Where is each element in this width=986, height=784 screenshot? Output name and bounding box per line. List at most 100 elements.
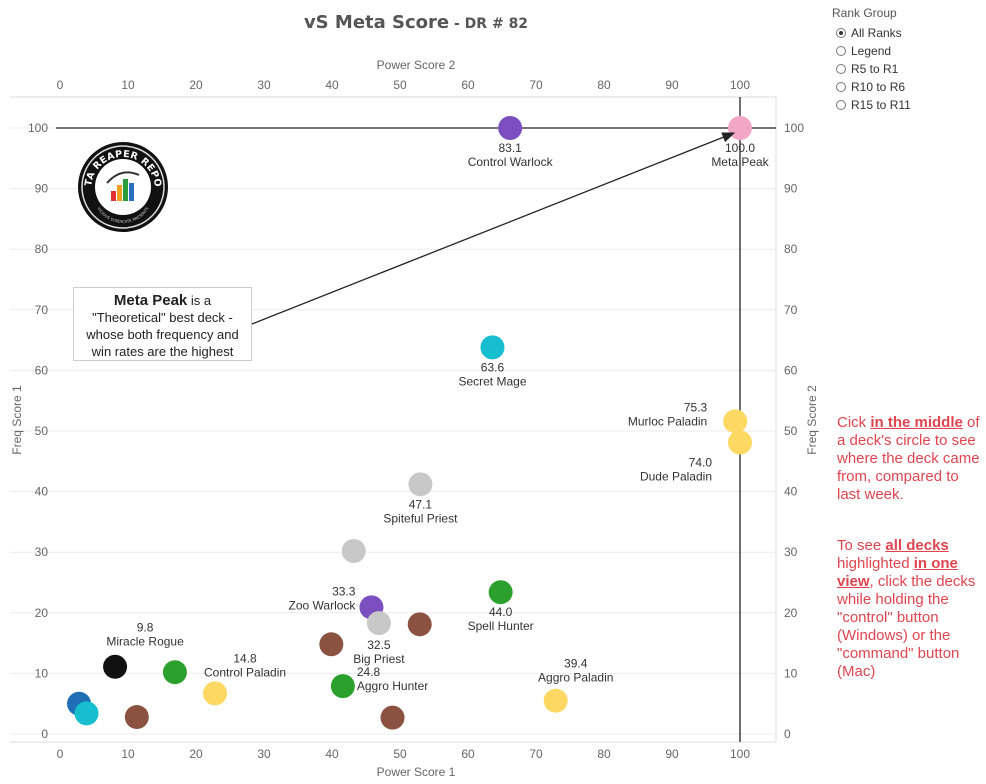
point-score-label: 39.4 xyxy=(564,657,588,671)
x2-tick-label: 90 xyxy=(665,78,679,92)
x2-axis-title: Power Score 2 xyxy=(377,58,456,72)
x-tick-label: 80 xyxy=(597,747,611,761)
y2-tick-label: 10 xyxy=(784,666,798,680)
instr-emphasis: in the middle xyxy=(870,414,963,431)
instr-text: Cick xyxy=(837,414,871,431)
point-score-label: 33.3 xyxy=(332,584,356,598)
rank-option-label: R10 to R6 xyxy=(851,80,906,94)
deck-point-hunter[interactable] xyxy=(330,674,355,699)
deck-point-paladin[interactable] xyxy=(203,681,228,706)
radio-icon[interactable] xyxy=(836,82,846,92)
y2-tick-label: 80 xyxy=(784,242,798,256)
y2-tick-label: 40 xyxy=(784,485,798,499)
y2-tick-label: 30 xyxy=(784,545,798,559)
meta-peak-callout: Meta Peak is a "Theoretical" best deck -… xyxy=(73,287,252,361)
y-tick-label: 80 xyxy=(35,242,49,256)
x2-tick-label: 30 xyxy=(257,78,271,92)
point-name-label: Aggro Paladin xyxy=(538,671,613,685)
y2-tick-label: 20 xyxy=(784,606,798,620)
rank-option-r15-r11[interactable]: R15 to R11 xyxy=(832,96,972,114)
y-tick-label: 50 xyxy=(35,424,49,438)
instr-text: To see xyxy=(837,537,886,554)
deck-point-paladin[interactable] xyxy=(543,688,568,713)
rank-option-label: All Ranks xyxy=(851,26,902,40)
point-score-label: 9.8 xyxy=(137,621,154,635)
point-name-label: Dude Paladin xyxy=(640,470,712,484)
radio-icon[interactable] xyxy=(836,64,846,74)
point-score-label: 24.8 xyxy=(357,665,381,679)
deck-point-paladin[interactable] xyxy=(728,430,752,455)
deck-point-mage[interactable] xyxy=(74,701,99,726)
deck-point-druid[interactable] xyxy=(407,612,432,637)
point-name-label: Miracle Rogue xyxy=(106,635,184,649)
x2-tick-label: 0 xyxy=(57,78,64,92)
point-name-label: Meta Peak xyxy=(711,155,769,169)
data-reaper-logo: DATA REAPER REPORT VICIOUS SYNDICATE PRE… xyxy=(73,133,169,233)
deck-point-hunter[interactable] xyxy=(162,660,187,685)
x-tick-label: 90 xyxy=(665,747,679,761)
point-name-label: Big Priest xyxy=(353,652,405,666)
x-tick-label: 60 xyxy=(461,747,475,761)
y-tick-label: 40 xyxy=(35,485,49,499)
y2-tick-label: 90 xyxy=(784,182,798,196)
rank-option-legend[interactable]: Legend xyxy=(832,42,972,60)
deck-point-warlock[interactable] xyxy=(498,116,523,140)
y2-axis-title: Freq Score 2 xyxy=(805,385,819,455)
deck-point-priest[interactable] xyxy=(408,472,433,497)
instructions-all-decks: To see all decks highlighted in one view… xyxy=(837,537,983,681)
radio-icon[interactable] xyxy=(836,46,846,56)
callout-text-b: "Theoretical" best deck - xyxy=(92,310,233,325)
deck-point-rogue[interactable] xyxy=(103,654,128,679)
x-tick-label: 50 xyxy=(393,747,407,761)
x-tick-label: 0 xyxy=(57,747,64,761)
x-tick-label: 30 xyxy=(257,747,271,761)
deck-point-hunter[interactable] xyxy=(488,580,513,605)
deck-point-priest[interactable] xyxy=(341,538,366,563)
x-tick-label: 10 xyxy=(121,747,135,761)
radio-selected-icon[interactable] xyxy=(836,28,846,38)
meta-peak-arrow xyxy=(251,132,736,325)
y-tick-label: 90 xyxy=(35,182,49,196)
point-score-label: 14.8 xyxy=(233,651,257,665)
deck-point-druid[interactable] xyxy=(319,632,344,657)
callout-text-d: win rates are the highest xyxy=(91,344,234,359)
y-tick-label: 100 xyxy=(28,121,48,135)
instr-emphasis: all decks xyxy=(885,537,949,554)
chart-title: vS Meta Score - DR # 82 xyxy=(304,12,528,33)
deck-point-meta[interactable] xyxy=(728,116,752,140)
rank-option-r10-r6[interactable]: R10 to R6 xyxy=(832,78,972,96)
point-name-label: Zoo Warlock xyxy=(289,598,357,612)
point-name-label: Control Warlock xyxy=(468,155,554,169)
deck-point-priest[interactable] xyxy=(366,611,391,636)
instr-emphasis: in one view xyxy=(837,555,958,590)
rank-option-label: Legend xyxy=(851,44,892,58)
point-score-label: 32.5 xyxy=(367,638,391,652)
point-name-label: Aggro Hunter xyxy=(357,679,428,693)
point-score-label: 47.1 xyxy=(409,497,433,511)
point-name-label: Spell Hunter xyxy=(468,619,534,633)
rank-option-r5-r1[interactable]: R5 to R1 xyxy=(832,60,972,78)
point-score-label: 74.0 xyxy=(689,456,713,470)
y-tick-label: 10 xyxy=(35,666,49,680)
deck-point-mage[interactable] xyxy=(480,335,505,360)
rank-option-all-ranks[interactable]: All Ranks xyxy=(832,24,972,42)
y2-tick-label: 70 xyxy=(784,303,798,317)
callout-title: Meta Peak xyxy=(113,292,188,309)
rank-option-label: R15 to R11 xyxy=(851,98,911,112)
deck-point-druid[interactable] xyxy=(380,705,405,730)
y2-tick-label: 60 xyxy=(784,363,798,377)
point-name-label: Spiteful Priest xyxy=(383,511,458,525)
x-tick-label: 20 xyxy=(189,747,203,761)
callout-text-a: is a xyxy=(187,293,212,308)
deck-point-paladin[interactable] xyxy=(723,409,748,434)
point-name-label: Murloc Paladin xyxy=(628,414,707,428)
y2-tick-label: 100 xyxy=(784,121,804,135)
y2-tick-label: 0 xyxy=(784,727,791,741)
instr-text: , click the decks while holding the "con… xyxy=(837,573,976,680)
x2-tick-label: 20 xyxy=(189,78,203,92)
deck-point-druid[interactable] xyxy=(124,705,149,730)
radio-icon[interactable] xyxy=(836,100,846,110)
point-score-label: 63.6 xyxy=(481,360,505,374)
